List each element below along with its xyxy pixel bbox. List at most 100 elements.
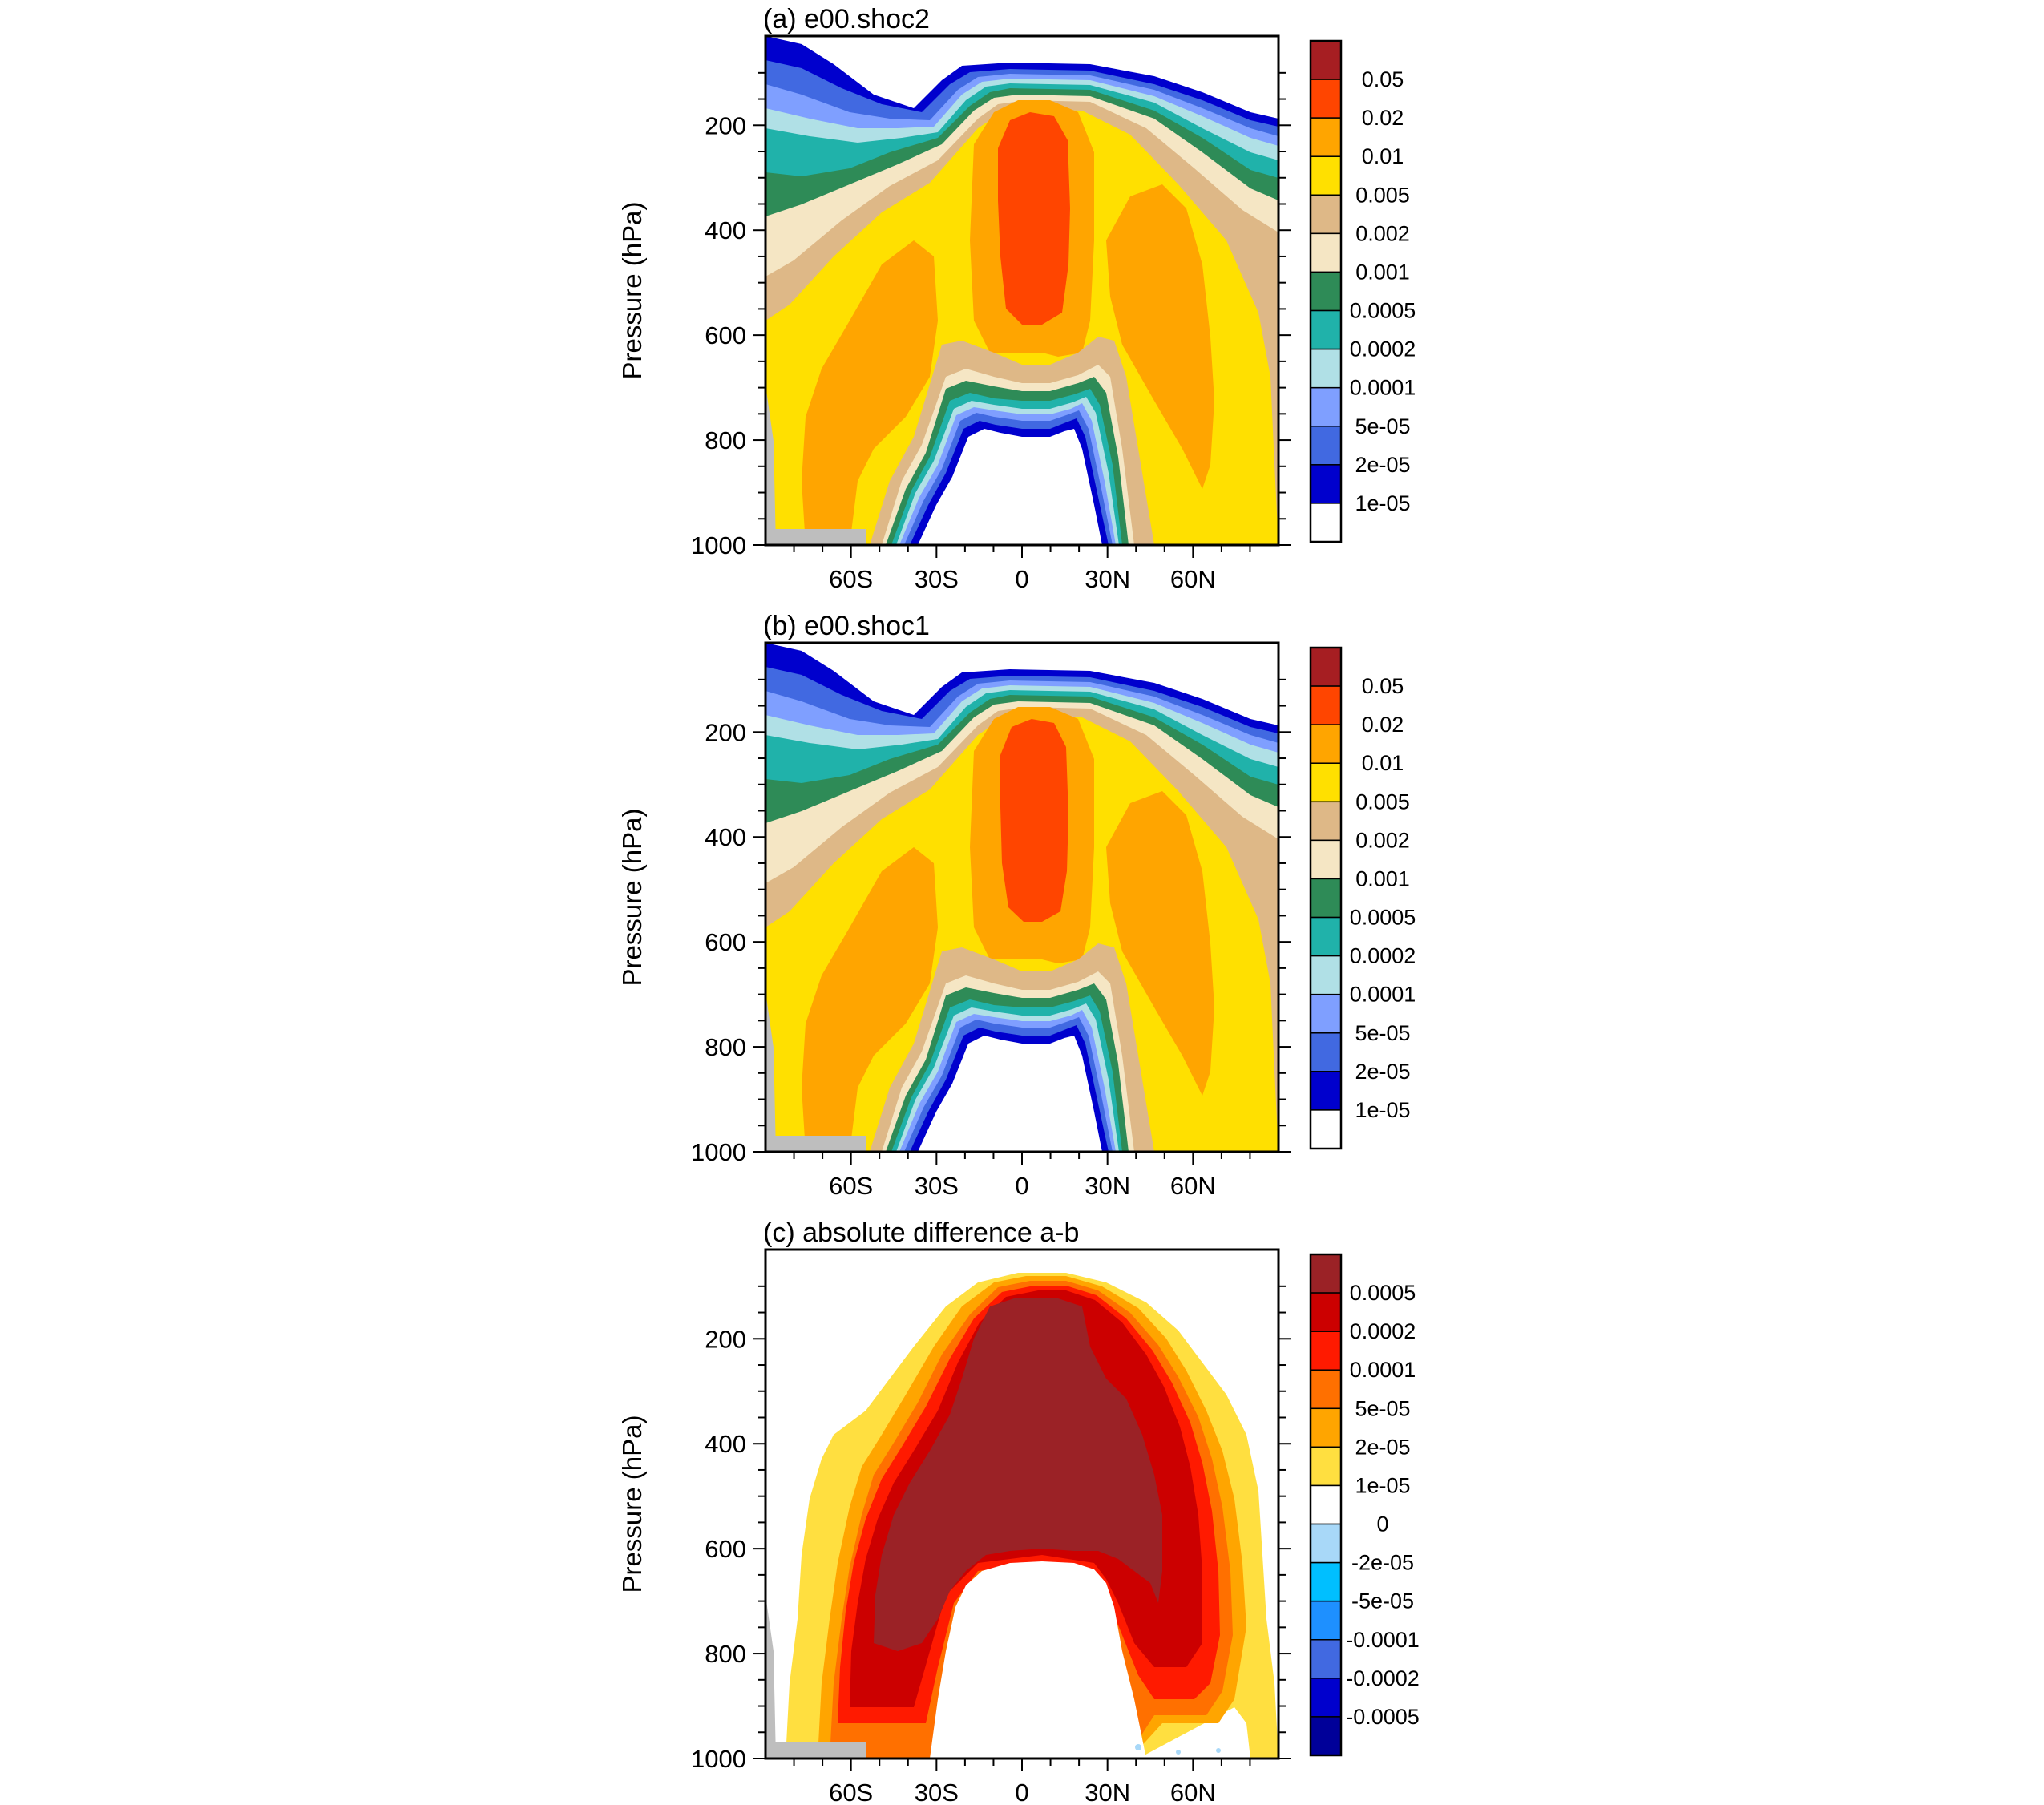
colorbar-label: 0.002 <box>1355 221 1410 245</box>
colorbar-label: 0.0002 <box>1350 1319 1416 1343</box>
x-tick-label: 30N <box>1085 565 1130 593</box>
fill-1e-02-left <box>802 240 938 545</box>
colorbar-swatch <box>1310 155 1342 196</box>
colorbar-swatch <box>1310 1678 1342 1718</box>
panel-c-field <box>765 1250 1279 1759</box>
colorbar-swatch <box>1310 1331 1342 1371</box>
y-axis-label: Pressure (hPa) <box>617 202 647 380</box>
colorbar-swatch <box>1310 79 1342 119</box>
colorbar-label: 0.01 <box>1362 751 1404 775</box>
y-tick-label: 200 <box>705 1325 746 1353</box>
panel-a-title: (a) e00.shoc2 <box>763 4 930 34</box>
colorbar-label: 0.0005 <box>1350 299 1416 323</box>
panel-c-title: (c) absolute difference a-b <box>763 1217 1079 1248</box>
colorbar-swatch <box>1310 1639 1342 1679</box>
fill-1e-02-right <box>1106 184 1214 489</box>
colorbar-label: -2e-05 <box>1351 1551 1414 1575</box>
colorbar-swatch <box>1310 117 1342 157</box>
x-tick-label: 30N <box>1085 1172 1130 1200</box>
colorbar-label: 0.002 <box>1355 828 1410 852</box>
panel-a: (a) e00.shoc2 <box>763 4 1280 547</box>
y-tick-label: 200 <box>705 111 746 139</box>
colorbar-label: 0.05 <box>1362 67 1404 91</box>
colorbar-swatch <box>1310 464 1342 504</box>
colorbar-label: 0.0005 <box>1350 1281 1416 1305</box>
y-tick-label: 1000 <box>691 1138 746 1166</box>
colorbar-swatch <box>1310 916 1342 957</box>
y-tick-label: 1000 <box>691 531 746 559</box>
y-tick-label: 600 <box>705 321 746 349</box>
colorbar-swatch <box>1310 1109 1342 1149</box>
colorbar-swatch <box>1310 1071 1342 1111</box>
colorbar-swatch <box>1310 1407 1342 1448</box>
colorbar-swatch <box>1310 426 1342 466</box>
colorbar-label: 0.0002 <box>1350 944 1416 968</box>
colorbar-label: 1e-05 <box>1355 1098 1410 1122</box>
panel-b: (b) e00.shoc1 <box>763 611 1280 1153</box>
y-tick-label: 600 <box>705 1535 746 1563</box>
colorbar-swatch <box>1310 503 1342 543</box>
fill-white-low <box>918 429 1102 545</box>
colorbar-swatch <box>1310 1716 1342 1756</box>
colorbar-swatch <box>1310 1032 1342 1072</box>
panel-b-colorbar: 0.05 0.02 0.01 0.005 0.002 0.001 0.0005 0.0002 0… <box>1309 646 1416 1150</box>
colorbar-swatch <box>1310 762 1342 803</box>
panel-a-axes: 200 400 600 800 1000 60S 30S 0 30N 60N Pressure (h… <box>617 39 1416 593</box>
x-tick-label: 60N <box>1170 1779 1216 1805</box>
x-tick-label: 0 <box>1015 1172 1028 1200</box>
colorbar-swatch <box>1310 1369 1342 1410</box>
colorbar-swatch <box>1310 232 1342 273</box>
x-tick-label: 30N <box>1085 1779 1130 1805</box>
colorbar-swatch <box>1310 194 1342 235</box>
colorbar-label: 2e-05 <box>1355 453 1410 477</box>
colorbar-label: 0.001 <box>1355 260 1410 284</box>
y-tick-label: 400 <box>705 216 746 244</box>
colorbar-label: 5e-05 <box>1355 414 1410 438</box>
colorbar-label: -0.0002 <box>1346 1666 1420 1690</box>
x-tick-label: 60N <box>1170 565 1216 593</box>
colorbar-label: 0.0001 <box>1350 376 1416 400</box>
y-tick-label: 800 <box>705 1640 746 1668</box>
colorbar-label: 0.001 <box>1355 866 1410 890</box>
panel-b-title: (b) e00.shoc1 <box>763 611 930 641</box>
colorbar-swatch <box>1310 839 1342 880</box>
y-axis-label: Pressure (hPa) <box>617 1415 647 1593</box>
x-tick-label: 0 <box>1015 565 1028 593</box>
panel-a-field <box>765 36 1279 545</box>
colorbar-label: 0.0001 <box>1350 983 1416 1007</box>
x-tick-label: 30S <box>915 565 959 593</box>
fill-2e-02-core <box>998 112 1070 325</box>
colorbar-swatch <box>1310 1446 1342 1487</box>
colorbar-label: 5e-05 <box>1355 1396 1410 1420</box>
colorbar-swatch <box>1310 348 1342 389</box>
colorbar-frame <box>1309 1253 1343 1757</box>
y-tick-label: 800 <box>705 1033 746 1061</box>
colorbar-swatch <box>1310 1600 1342 1641</box>
colorbar-label: 0.0002 <box>1350 337 1416 361</box>
colorbar-label: 0.0005 <box>1350 906 1416 930</box>
colorbar-swatch <box>1310 724 1342 764</box>
x-tick-label: 60S <box>829 565 873 593</box>
colorbar-label: 0.01 <box>1362 144 1404 168</box>
colorbar-frame <box>1309 39 1343 543</box>
missing-data <box>765 385 866 545</box>
y-tick-label: 400 <box>705 823 746 851</box>
colorbar-label: 2e-05 <box>1355 1060 1410 1084</box>
colorbar-swatch <box>1310 271 1342 312</box>
colorbar-label: 0.005 <box>1355 183 1410 207</box>
colorbar-swatch <box>1310 1292 1342 1332</box>
colorbar-label: 0.02 <box>1362 713 1404 737</box>
colorbar-label: 0.02 <box>1362 106 1404 130</box>
panel-c-colorbar: 0.0005 0.0002 0.0001 5e-05 2e-05 1e-05 0 -2e-05… <box>1309 1253 1420 1757</box>
y-tick-label: 600 <box>705 928 746 956</box>
colorbar-swatch <box>1310 955 1342 995</box>
colorbar-label: 5e-05 <box>1355 1021 1410 1045</box>
colorbar-swatch <box>1310 993 1342 1034</box>
y-tick-label: 1000 <box>691 1745 746 1773</box>
colorbar-swatch <box>1310 1561 1342 1602</box>
colorbar-label: 2e-05 <box>1355 1435 1410 1459</box>
colorbar-swatch <box>1310 878 1342 919</box>
colorbar-label: 1e-05 <box>1355 491 1410 515</box>
colorbar-label: 0.05 <box>1362 674 1404 698</box>
